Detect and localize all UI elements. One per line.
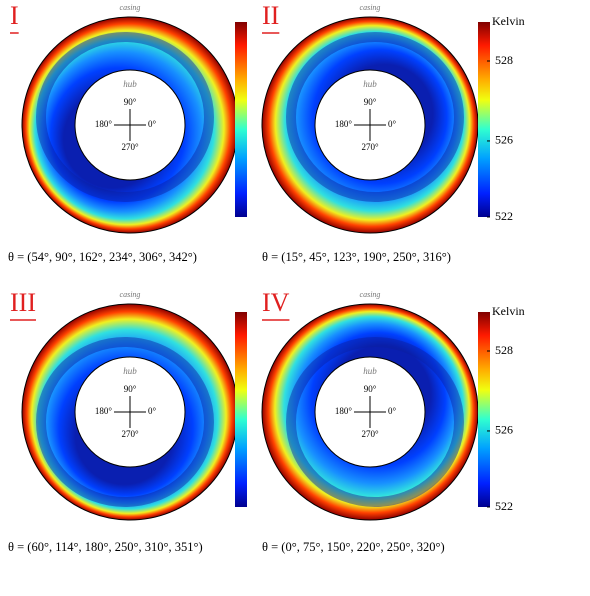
colorbar-tick-label: 528	[495, 343, 513, 357]
angle-label: 270°	[361, 429, 379, 439]
hub-label: hub	[123, 366, 137, 376]
angle-label: 270°	[121, 142, 139, 152]
colorbar	[235, 312, 247, 507]
panel: 90° 180° 0° 270° hub casing II Kelvin 528 526 522 θ…	[261, 1, 525, 264]
angle-label: 90°	[364, 97, 377, 107]
panel-label: III	[10, 288, 36, 317]
angle-label: 0°	[148, 406, 157, 416]
colorbar-unit: Kelvin	[492, 304, 525, 318]
panel: 90° 180° 0° 270° hub casing Iθ = (54°, 90°, 16…	[8, 1, 247, 264]
casing-label: casing	[360, 290, 381, 299]
colorbar	[478, 22, 490, 217]
panel-label: IV	[262, 288, 290, 317]
panel: 90° 180° 0° 270° hub casing III θ = (60°, 114°,…	[8, 288, 247, 554]
angle-label: 0°	[388, 406, 397, 416]
cold-band	[36, 32, 214, 202]
colorbar-tick-label: 522	[495, 499, 513, 513]
panel-label: I	[10, 1, 19, 30]
caption: θ = (15°, 45°, 123°, 190°, 250°, 316°)	[262, 250, 451, 264]
casing-label: casing	[120, 3, 141, 12]
cold-band	[286, 32, 464, 202]
angle-label: 180°	[95, 119, 113, 129]
caption: θ = (60°, 114°, 180°, 250°, 310°, 351°)	[8, 540, 203, 554]
colorbar	[235, 22, 247, 217]
angle-label: 180°	[335, 406, 353, 416]
angle-label: 270°	[361, 142, 379, 152]
panel-label: II	[262, 1, 279, 30]
angle-label: 180°	[95, 406, 113, 416]
colorbar-tick-label: 526	[495, 133, 513, 147]
angle-label: 0°	[148, 119, 157, 129]
caption: θ = (0°, 75°, 150°, 220°, 250°, 320°)	[262, 540, 445, 554]
colorbar-tick-label: 522	[495, 209, 513, 223]
colorbar-unit: Kelvin	[492, 14, 525, 28]
colorbar	[478, 312, 490, 507]
cold-band	[286, 337, 464, 507]
cold-band	[36, 337, 214, 507]
angle-label: 180°	[335, 119, 353, 129]
colorbar-tick-label: 528	[495, 53, 513, 67]
angle-label: 90°	[364, 384, 377, 394]
caption: θ = (54°, 90°, 162°, 234°, 306°, 342°)	[8, 250, 197, 264]
angle-label: 90°	[124, 384, 137, 394]
angle-label: 0°	[388, 119, 397, 129]
hub-label: hub	[363, 366, 377, 376]
angle-label: 90°	[124, 97, 137, 107]
casing-label: casing	[120, 290, 141, 299]
panel: 90° 180° 0° 270° hub casing IV Kelvin 528 526 522 θ…	[261, 288, 525, 554]
angle-label: 270°	[121, 429, 139, 439]
hub-label: hub	[363, 79, 377, 89]
casing-label: casing	[360, 3, 381, 12]
hub-label: hub	[123, 79, 137, 89]
colorbar-tick-label: 526	[495, 423, 513, 437]
